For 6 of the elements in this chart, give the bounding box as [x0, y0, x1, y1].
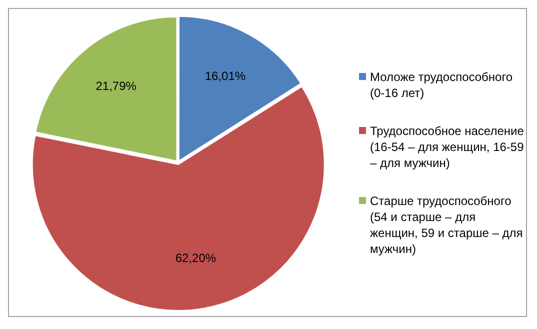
data-label: 21,79% [96, 78, 137, 93]
data-label: 62,20% [175, 251, 216, 266]
legend-label: Трудоспособное население (16-54 – для женщин, 16-59 – для мужчин) [370, 122, 524, 170]
legend-label: Моложе трудоспособного (0-16 лет) [370, 68, 514, 100]
data-label: 16,01% [204, 69, 246, 84]
legend-label: Старше трудоспособного (54 и старше – для женщин, 59 и старше – для мужчин) [370, 192, 524, 256]
